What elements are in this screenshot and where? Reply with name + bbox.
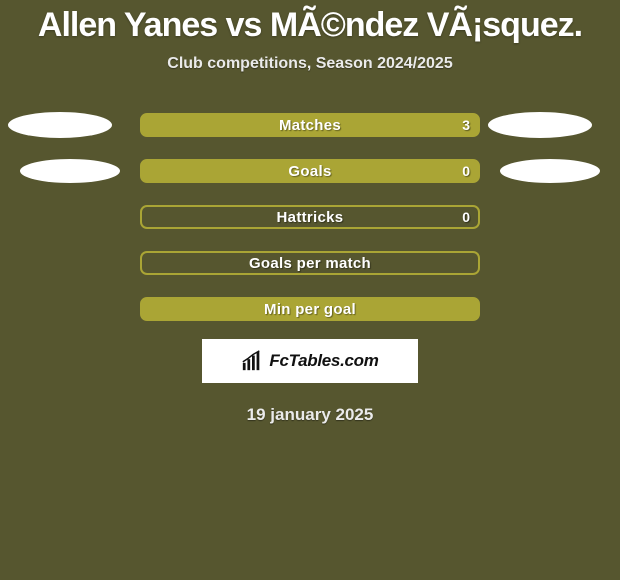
stat-value: 3	[462, 117, 470, 133]
stat-label: Goals	[288, 163, 331, 180]
stat-bar-min-per-goal: Min per goal	[140, 297, 480, 321]
ellipse-left-icon	[8, 112, 112, 138]
chart-icon	[241, 350, 263, 372]
stat-bar-hattricks: Hattricks 0	[140, 205, 480, 229]
stat-bar-goals-per-match: Goals per match	[140, 251, 480, 275]
stat-label: Min per goal	[264, 301, 356, 318]
content-root: Allen Yanes vs MÃ©ndez VÃ¡squez. Club co…	[0, 0, 620, 580]
date-label: 19 january 2025	[247, 405, 374, 425]
ellipse-left-icon	[20, 159, 120, 183]
stat-rows: Matches 3 Goals 0 Hattricks 0 Goals per …	[0, 113, 620, 321]
stat-label: Goals per match	[249, 255, 371, 272]
stat-row-min-per-goal: Min per goal	[0, 297, 620, 321]
stat-bar-matches: Matches 3	[140, 113, 480, 137]
stat-row-goals: Goals 0	[0, 159, 620, 183]
stat-row-goals-per-match: Goals per match	[0, 251, 620, 275]
logo-box: FcTables.com	[202, 339, 418, 383]
logo-text: FcTables.com	[269, 351, 378, 371]
ellipse-right-icon	[500, 159, 600, 183]
page-title: Allen Yanes vs MÃ©ndez VÃ¡squez.	[38, 6, 582, 45]
stat-bar-goals: Goals 0	[140, 159, 480, 183]
stat-value: 0	[462, 163, 470, 179]
ellipse-right-icon	[488, 112, 592, 138]
stat-label: Matches	[279, 117, 341, 134]
stat-value: 0	[462, 209, 470, 225]
stat-label: Hattricks	[277, 209, 344, 226]
stat-row-hattricks: Hattricks 0	[0, 205, 620, 229]
stat-row-matches: Matches 3	[0, 113, 620, 137]
page-subtitle: Club competitions, Season 2024/2025	[167, 55, 452, 73]
